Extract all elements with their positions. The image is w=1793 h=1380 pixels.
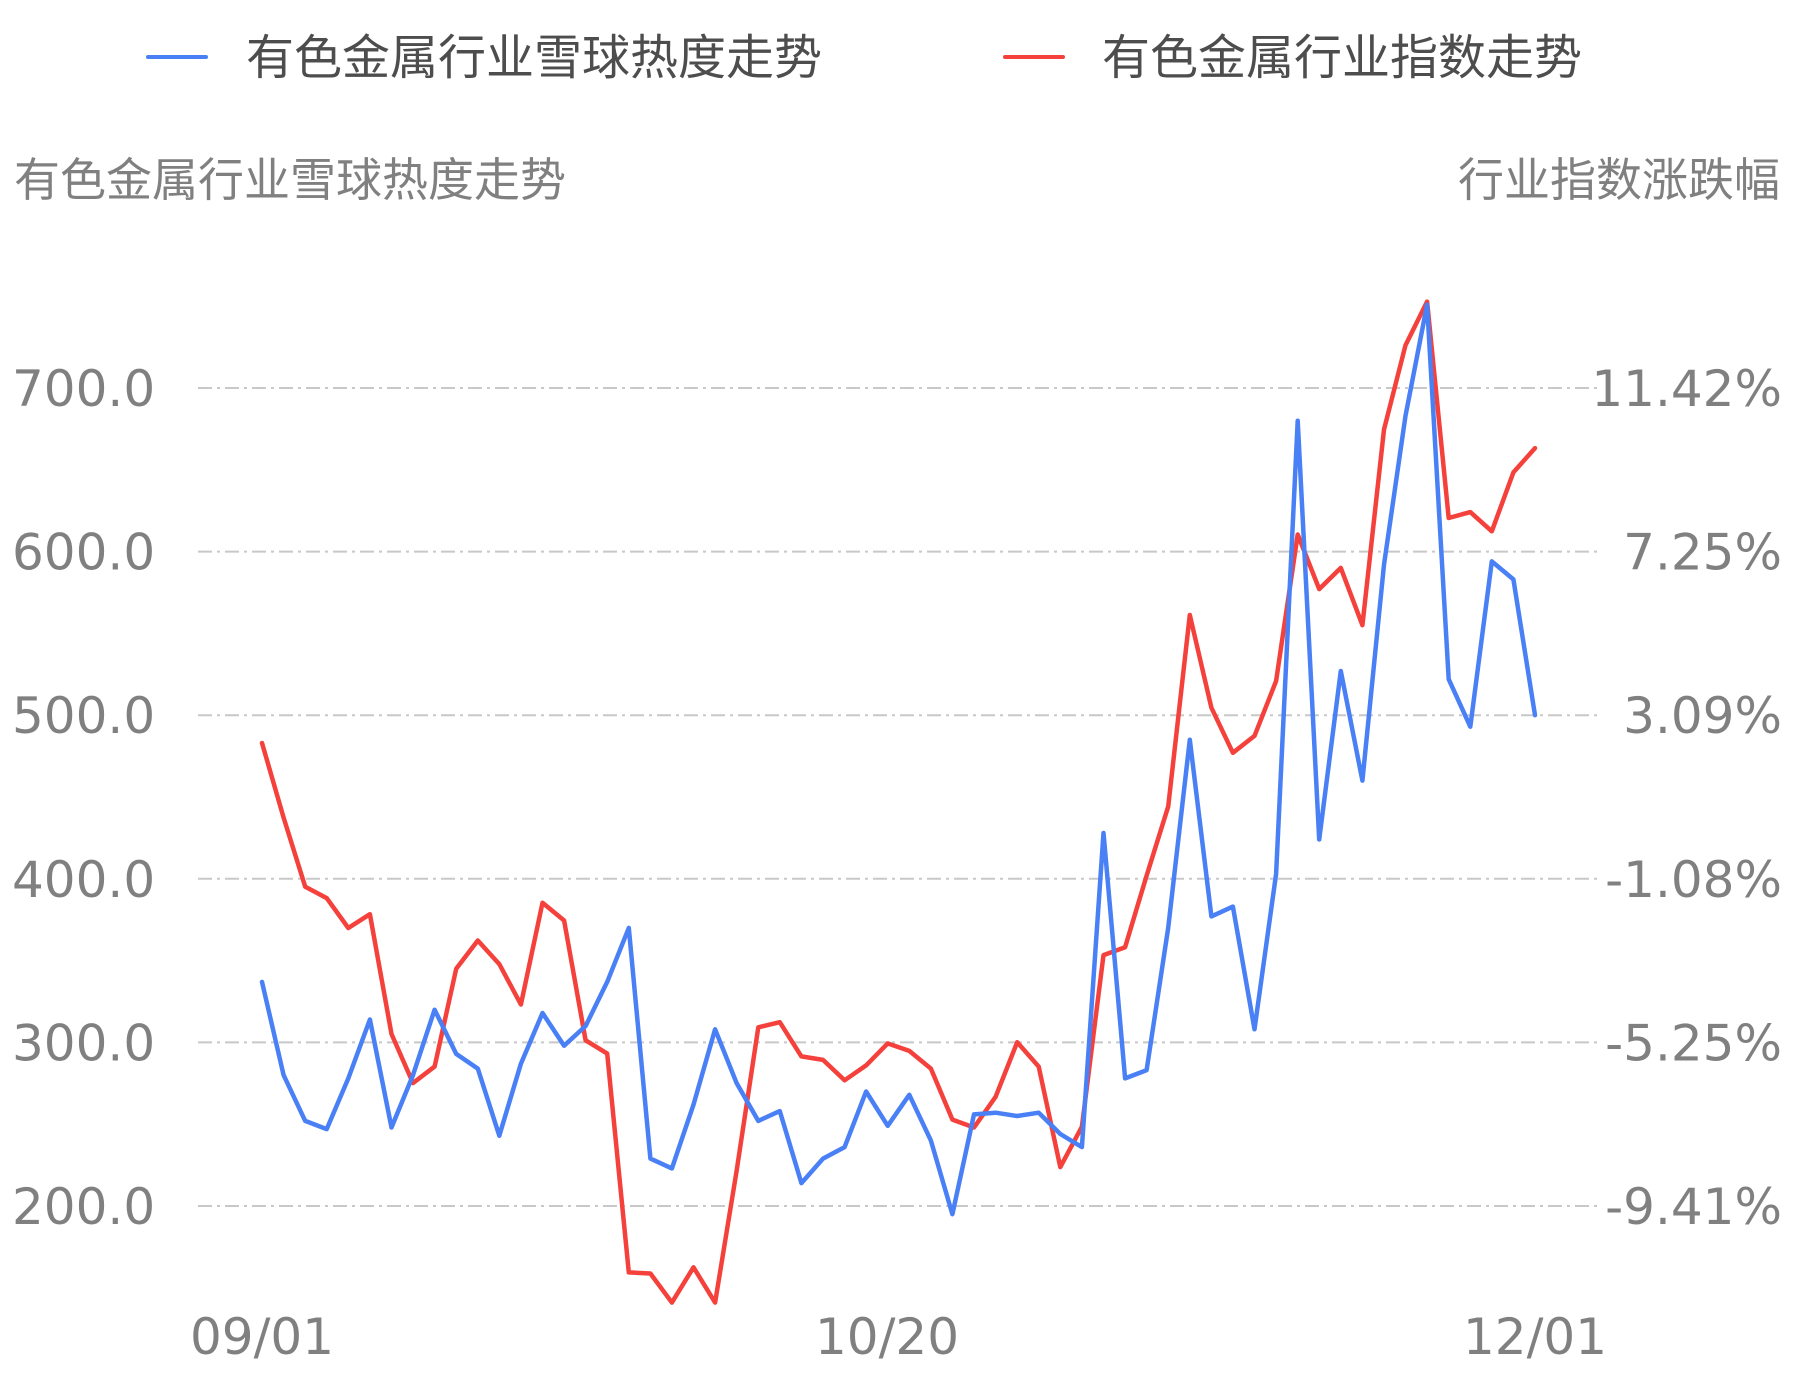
- right-axis-title: 行业指数涨跌幅: [1458, 153, 1780, 207]
- left-axis-title: 有色金属行业雪球热度走势: [14, 153, 566, 207]
- right-tick-label: -1.08%: [1605, 851, 1782, 909]
- x-tick-label: 12/01: [1463, 1308, 1607, 1366]
- left-tick-label: 400.0: [12, 851, 155, 909]
- legend-label: 有色金属行业雪球热度走势: [246, 30, 822, 86]
- legend-label: 有色金属行业指数走势: [1102, 30, 1582, 86]
- plot-area: [259, 299, 1538, 1305]
- right-tick-label: 3.09%: [1623, 687, 1782, 745]
- left-axis-ticks: 200.0 300.0 400.0 500.0 600.0 700.0: [12, 360, 155, 1236]
- left-tick-label: 300.0: [12, 1014, 155, 1072]
- right-tick-label: -5.25%: [1605, 1014, 1782, 1072]
- left-tick-label: 700.0: [12, 360, 155, 418]
- right-axis-ticks: -9.41% -5.25% -1.08% 3.09% 7.25% 11.42%: [1591, 360, 1782, 1236]
- series-line-heat: [259, 302, 1538, 1217]
- right-tick-label: -9.41%: [1605, 1178, 1782, 1236]
- x-tick-label: 10/20: [815, 1308, 959, 1366]
- right-tick-label: 11.42%: [1591, 360, 1782, 418]
- left-tick-label: 500.0: [12, 687, 155, 745]
- legend: 有色金属行业雪球热度走势 有色金属行业指数走势: [146, 30, 1582, 86]
- grid-lines: [198, 387, 1600, 1207]
- x-axis-ticks: 09/01 10/20 12/01: [190, 1308, 1607, 1366]
- left-tick-label: 600.0: [12, 524, 155, 582]
- left-tick-label: 200.0: [12, 1178, 155, 1236]
- x-tick-label: 09/01: [190, 1308, 334, 1366]
- right-tick-label: 7.25%: [1623, 524, 1782, 582]
- series-line-index: [259, 299, 1538, 1305]
